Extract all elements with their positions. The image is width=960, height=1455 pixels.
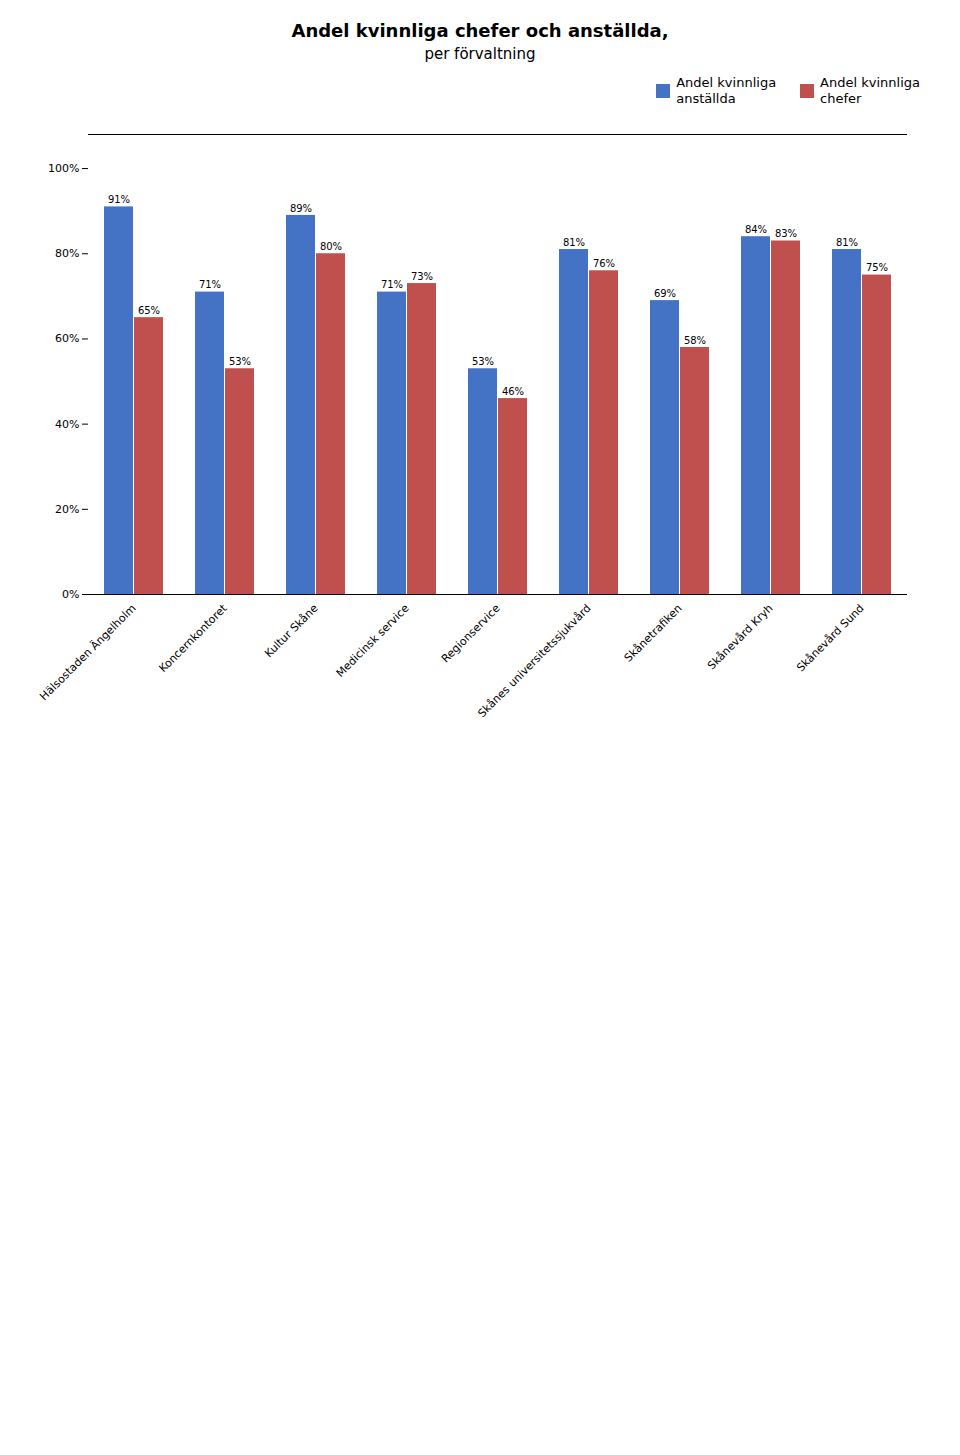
svg-text:100%: 100% <box>48 162 79 175</box>
svg-text:80%: 80% <box>55 247 79 260</box>
html-text:Andel kvinnliga anställda: Andel kvinnliga anställda <box>676 75 777 106</box>
svg-text:83%: 83% <box>775 228 797 239</box>
svg-text:Regionservice: Regionservice <box>439 602 503 666</box>
svg-text:Skånes universitetssjukvård: Skånes universitetssjukvård <box>475 602 593 720</box>
svg-text:76%: 76% <box>593 258 615 269</box>
svg-text:81%: 81% <box>563 237 585 248</box>
svg-text:89%: 89% <box>290 203 312 214</box>
svg-text:53%: 53% <box>229 356 251 367</box>
svg-text:46%: 46% <box>502 386 524 397</box>
svg-text:73%: 73% <box>411 271 433 282</box>
svg-text:60%: 60% <box>55 333 79 346</box>
svg-text:71%: 71% <box>199 279 221 290</box>
html-text:per förvaltning: per förvaltning <box>424 45 536 63</box>
svg-text:53%: 53% <box>472 356 494 367</box>
html-text:Andel kvinnliga chefer och ans: Andel kvinnliga chefer och anställda, <box>291 20 669 41</box>
svg-text:69%: 69% <box>654 288 676 299</box>
svg-text:40%: 40% <box>55 418 79 431</box>
svg-text:20%: 20% <box>55 503 79 516</box>
svg-text:Koncernkontoret: Koncernkontoret <box>156 601 230 675</box>
svg-text:91%: 91% <box>108 194 130 205</box>
svg-text:Kultur Skåne: Kultur Skåne <box>262 602 321 661</box>
svg-text:0%: 0% <box>62 588 79 601</box>
svg-text:65%: 65% <box>138 305 160 316</box>
svg-text:71%: 71% <box>381 279 403 290</box>
html-text:Andel kvinnliga chefer: Andel kvinnliga chefer <box>820 75 920 106</box>
svg-text:80%: 80% <box>320 241 342 252</box>
svg-text:84%: 84% <box>745 224 767 235</box>
svg-text:75%: 75% <box>866 262 888 273</box>
svg-text:Skånetrafiken: Skånetrafiken <box>622 602 685 665</box>
svg-text:Skånevård Kryh: Skånevård Kryh <box>705 602 776 673</box>
svg-text:58%: 58% <box>684 335 706 346</box>
svg-text:Skånevård Sund: Skånevård Sund <box>794 602 867 675</box>
svg-text:Medicinsk service: Medicinsk service <box>334 602 412 680</box>
svg-text:81%: 81% <box>836 237 858 248</box>
svg-text:Hälsostaden Ängelholm: Hälsostaden Ängelholm <box>37 602 138 703</box>
